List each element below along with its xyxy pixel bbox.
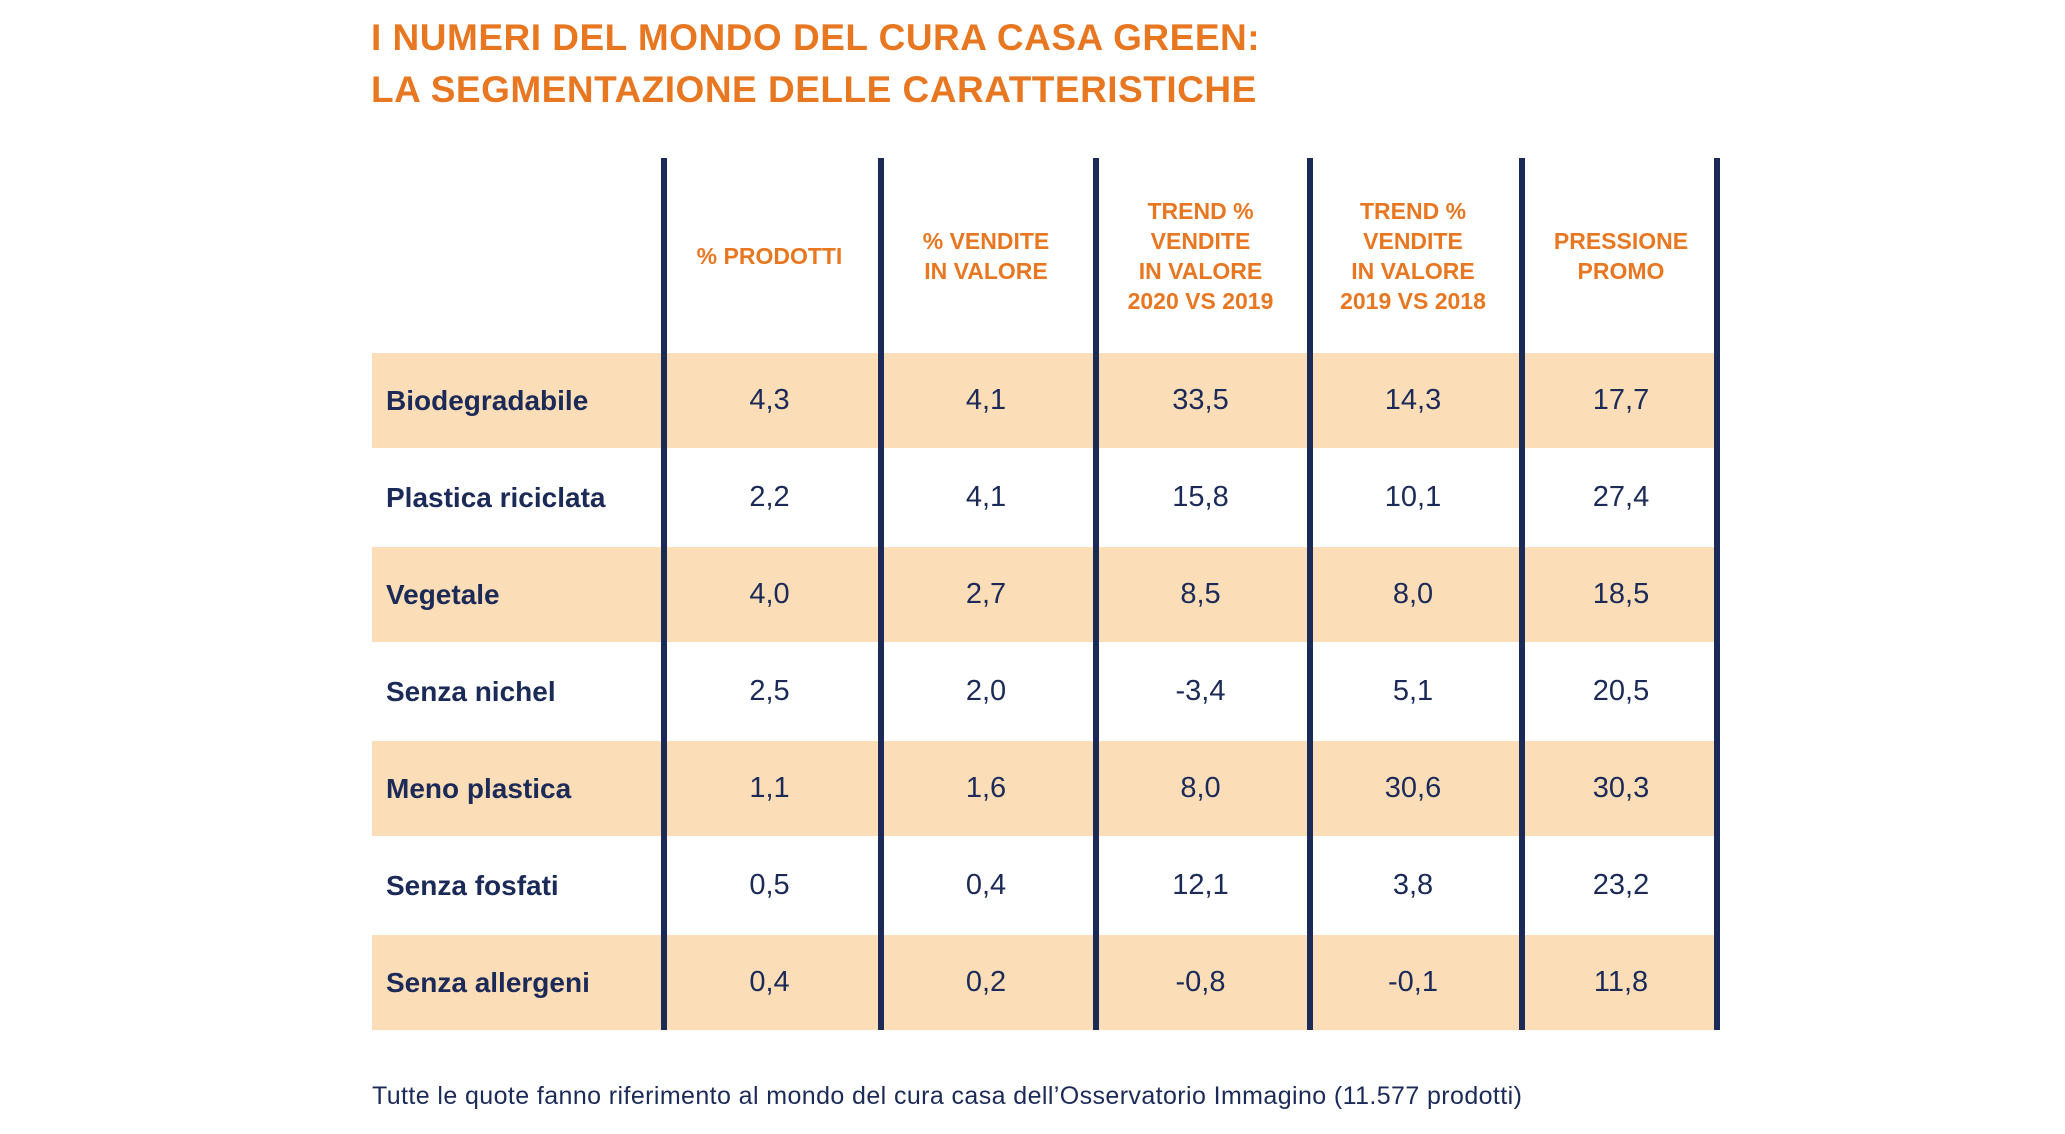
table-cell: 4,1 — [965, 481, 1007, 513]
column-header: % VENDITE IN VALORE — [922, 227, 1050, 284]
column-divider — [1714, 158, 1720, 1030]
table-cell: 23,2 — [1592, 869, 1650, 901]
row-label: Senza allergeni — [386, 966, 590, 998]
table-cell: 20,5 — [1592, 675, 1650, 707]
table-cell: 0,4 — [749, 966, 790, 998]
row-label: Senza nichel — [386, 675, 556, 707]
row-label: Biodegradabile — [386, 384, 589, 416]
table-row: Vegetale 4,0 2,7 8,5 8,0 18,5 — [372, 547, 1720, 642]
table-cell: 15,8 — [1172, 481, 1229, 513]
row-band — [372, 353, 1720, 448]
table-row: Senza fosfati 0,5 0,4 12,1 3,8 23,2 — [372, 838, 1720, 933]
table-cell: 4,0 — [749, 578, 790, 610]
column-header: TREND % VENDITE IN VALORE 2019 VS 2018 — [1340, 197, 1486, 314]
table-cell: 2,7 — [965, 578, 1007, 610]
table-cell: -0,1 — [1388, 966, 1438, 998]
table-cell: 0,2 — [965, 966, 1007, 998]
row-band — [372, 547, 1720, 642]
row-band — [372, 935, 1720, 1030]
column-header: TREND % VENDITE IN VALORE 2020 VS 2019 — [1127, 197, 1274, 314]
table-cell: 14,3 — [1384, 384, 1442, 416]
column-divider — [878, 158, 884, 1030]
table-cell: 5,1 — [1392, 675, 1434, 707]
table-cell: -3,4 — [1175, 675, 1226, 707]
column-divider — [1307, 158, 1313, 1030]
column-header — [372, 158, 660, 353]
table-cell: 4,1 — [965, 384, 1007, 416]
table-cell: 11,8 — [1593, 966, 1649, 998]
table-row: Plastica riciclata 2,2 4,1 15,8 10,1 27,4 — [372, 450, 1720, 545]
table-cell: 18,5 — [1592, 578, 1650, 610]
table-cell: 30,3 — [1592, 772, 1650, 804]
column-divider — [661, 158, 667, 1030]
title-line-2: LA SEGMENTAZIONE DELLE CARATTERISTICHE — [371, 69, 1257, 110]
table-row: Biodegradabile 4,3 4,1 33,5 14,3 17,7 — [372, 353, 1720, 448]
footnote: Tutte le quote fanno riferimento al mond… — [372, 1082, 1523, 1110]
table-cell: 0,4 — [965, 869, 1007, 901]
column-divider — [1093, 158, 1099, 1030]
table-cell: 1,6 — [965, 772, 1007, 804]
table-cell: 27,4 — [1592, 481, 1650, 513]
table-cell: 33,5 — [1172, 384, 1229, 416]
column-header: PRESSIONE PROMO — [1553, 227, 1689, 284]
row-label: Vegetale — [386, 578, 500, 610]
table-cell: 2,5 — [749, 675, 790, 707]
title-line-1: I NUMERI DEL MONDO DEL CURA CASA GREEN: — [371, 17, 1261, 58]
table-cell: 2,0 — [965, 675, 1007, 707]
table-cell: 1,1 — [749, 772, 790, 804]
table-row: Meno plastica 1,1 1,6 8,0 30,6 30,3 — [372, 741, 1720, 836]
table-cell: 0,5 — [749, 869, 790, 901]
table-cell: 2,2 — [749, 481, 790, 513]
page-title: I NUMERI DEL MONDO DEL CURA CASA GREEN: … — [371, 12, 1260, 116]
column-divider — [1519, 158, 1525, 1030]
table-row: Senza allergeni 0,4 0,2 -0,8 -0,1 11,8 — [372, 935, 1720, 1030]
table-cell: 30,6 — [1384, 772, 1442, 804]
row-label: Meno plastica — [386, 772, 572, 804]
table-cell: 8,0 — [1392, 578, 1434, 610]
row-label: Senza fosfati — [386, 869, 559, 901]
column-header: % PRODOTTI — [696, 242, 843, 269]
row-band — [372, 741, 1720, 836]
table-cell: 4,3 — [749, 384, 790, 416]
table-cell: 17,7 — [1592, 384, 1650, 416]
table-cell: 12,1 — [1172, 869, 1229, 901]
table-cell: 8,0 — [1180, 772, 1221, 804]
table-row: Senza nichel 2,5 2,0 -3,4 5,1 20,5 — [372, 644, 1720, 739]
table-cell: 8,5 — [1180, 578, 1221, 610]
table-cell: -0,8 — [1175, 966, 1226, 998]
row-label: Plastica riciclata — [386, 481, 606, 513]
table-cell: 3,8 — [1392, 869, 1434, 901]
data-table: % PRODOTTI % VENDITE IN VALORE TREND % VEN… — [372, 158, 1720, 1030]
table-cell: 10,1 — [1384, 481, 1442, 513]
